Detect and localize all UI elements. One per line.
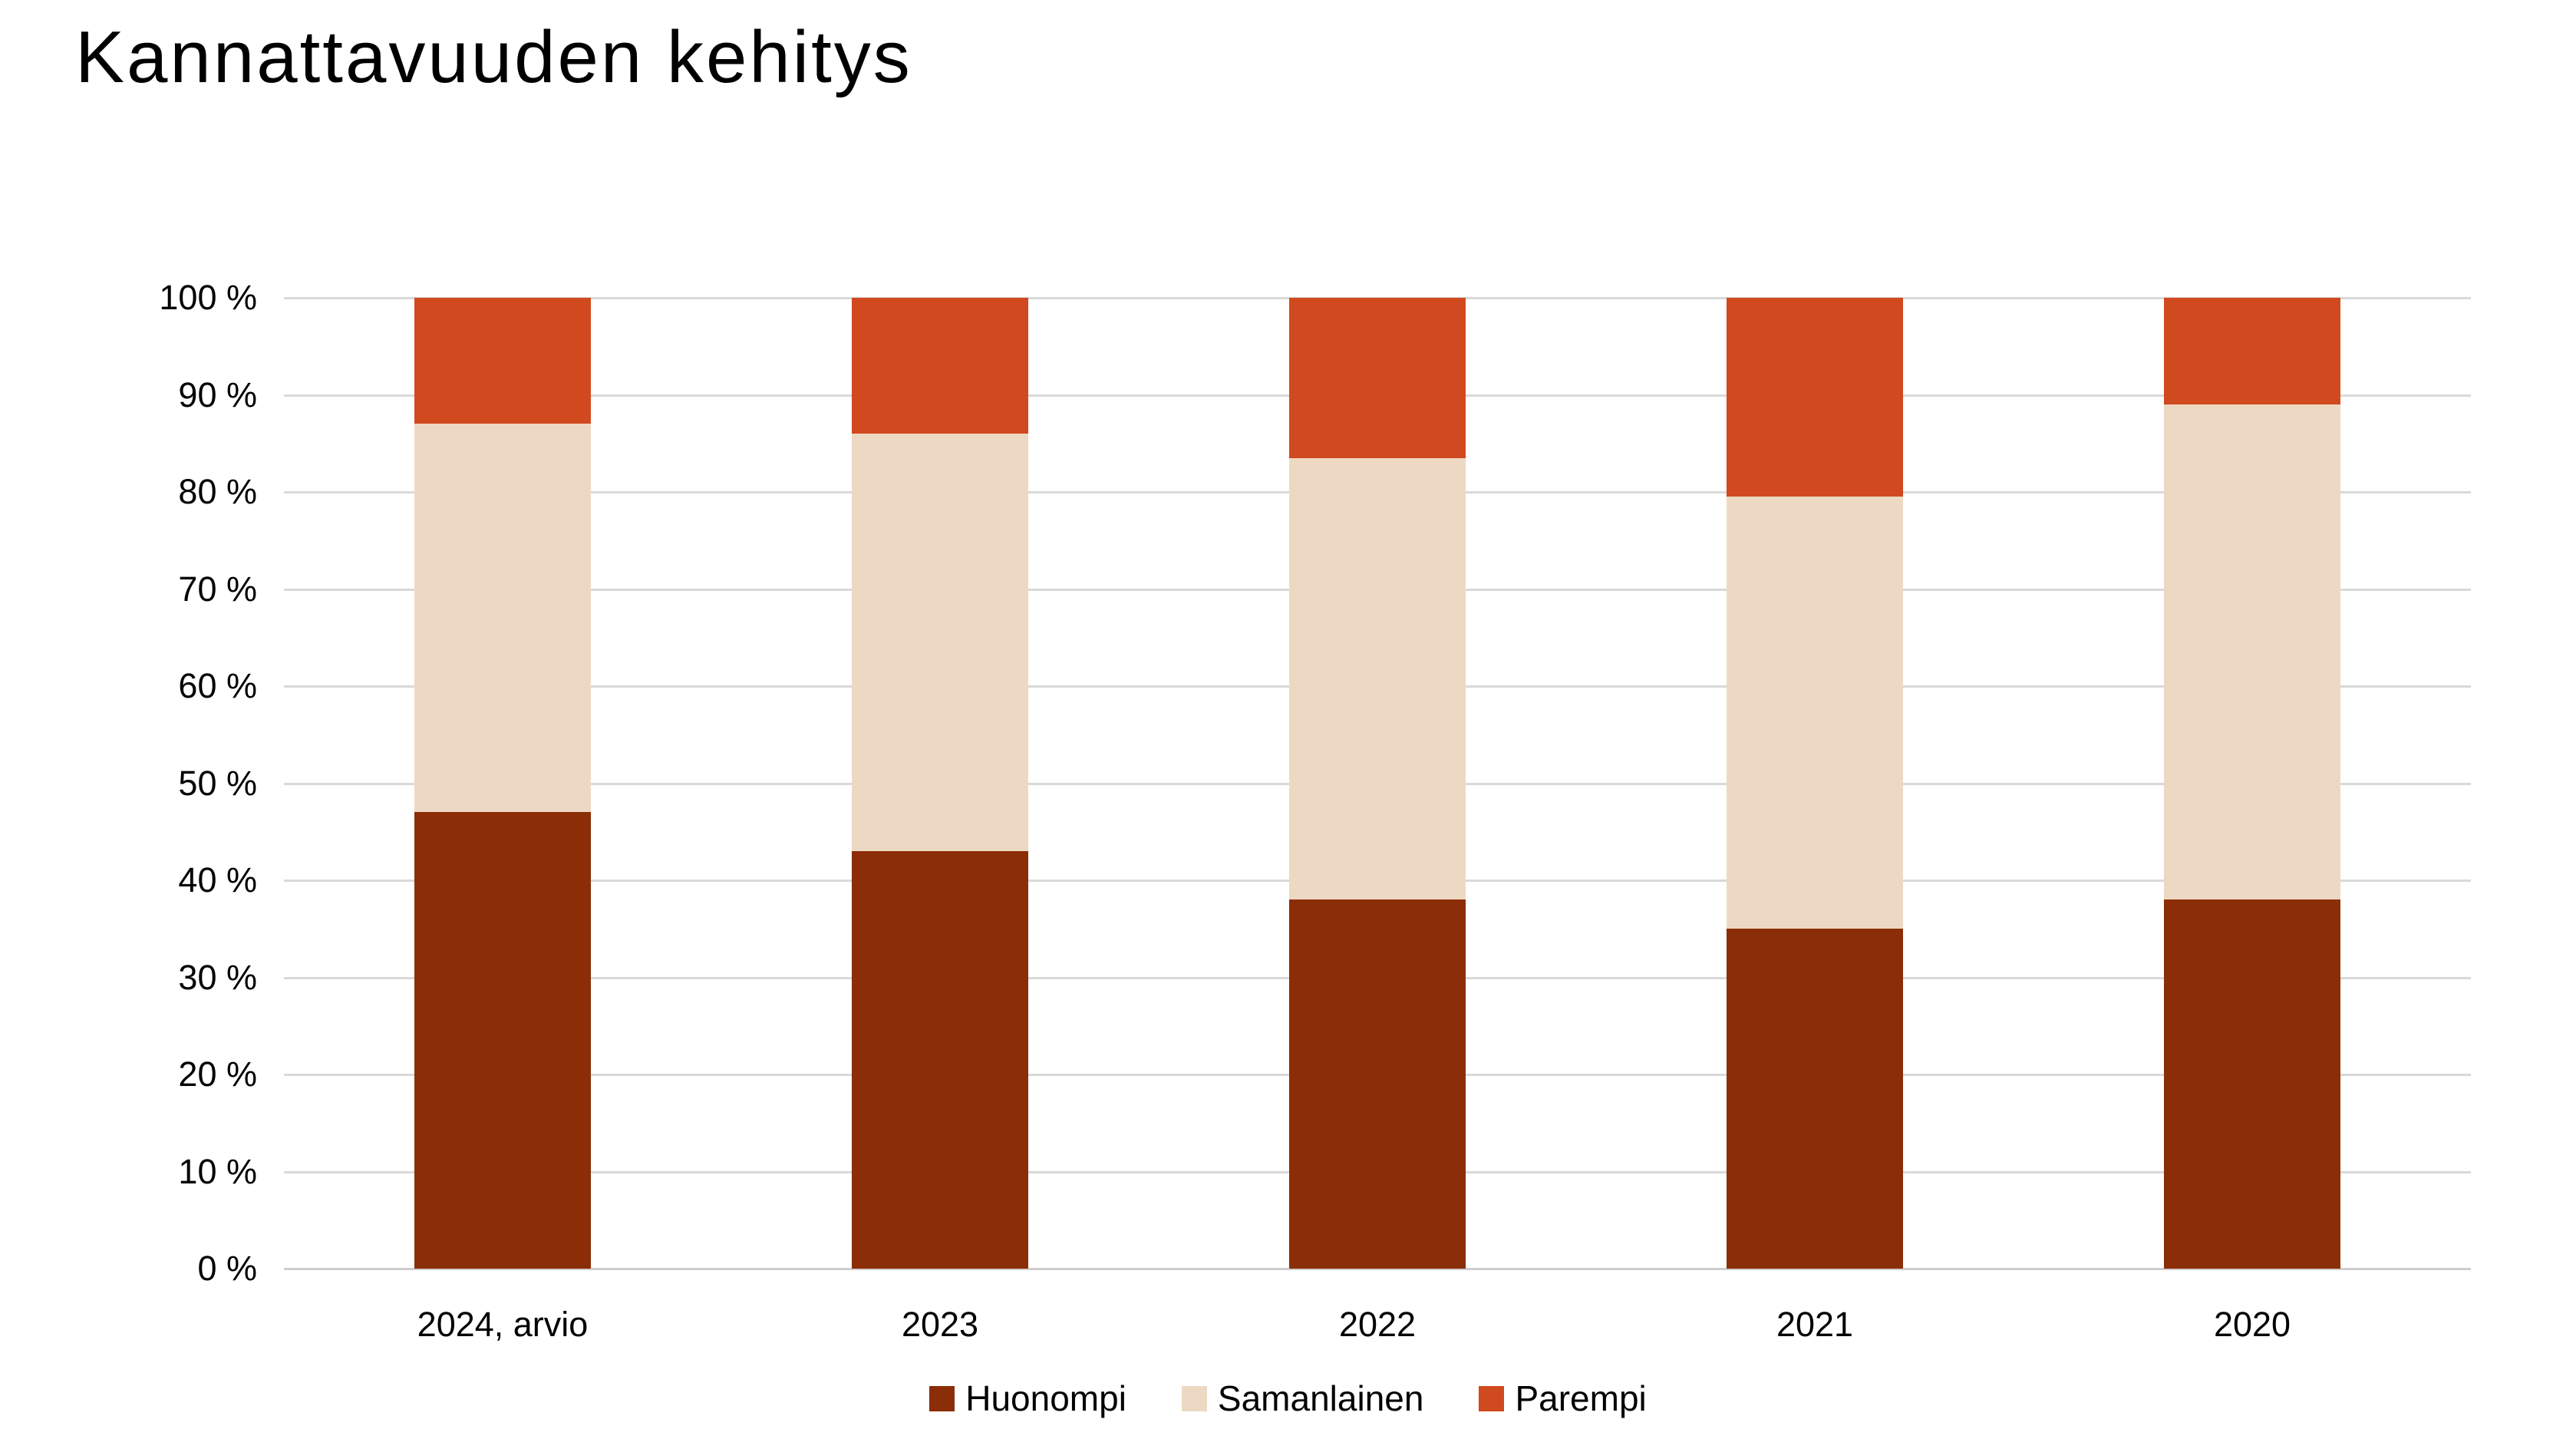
x-axis-label-2023: 2023 (901, 1305, 979, 1344)
stacked-bar-2021 (1727, 298, 1903, 1269)
y-tick-label: 10 % (178, 1151, 257, 1191)
legend: Huonompi Samanlainen Parempi (0, 1378, 2576, 1418)
legend-label: Parempi (1515, 1378, 1647, 1418)
bar-segment-huonompi (2164, 899, 2340, 1269)
bar-slot-2023 (721, 298, 1159, 1269)
x-axis-label-2021: 2021 (1776, 1305, 1854, 1344)
plot-area (284, 297, 2471, 1270)
bar-slot-2022 (1159, 298, 1596, 1269)
stacked-bar-2024-arvio (414, 298, 591, 1269)
legend-item-huonompi: Huonompi (929, 1378, 1126, 1418)
bar-segment-parempi (1727, 298, 1903, 497)
bar-segment-parempi (414, 298, 591, 424)
chart-title: Kannattavuuden kehitys (75, 16, 912, 98)
stacked-bar-2020 (2164, 298, 2340, 1269)
legend-swatch-samanlainen (1181, 1385, 1207, 1411)
y-axis-labels: 100 % 90 % 80 % 70 % 60 % 50 % 40 % 30 % 20 % 10 … (0, 0, 257, 1449)
y-tick-label: 60 % (178, 666, 257, 705)
bar-segment-samanlainen (852, 434, 1028, 852)
bar-segment-parempi (852, 298, 1028, 434)
x-axis-label-2020: 2020 (2213, 1305, 2291, 1344)
bar-segment-huonompi (1289, 899, 1466, 1269)
legend-label: Huonompi (965, 1378, 1126, 1418)
legend-swatch-huonompi (929, 1385, 955, 1411)
bar-slot-2020 (2033, 298, 2471, 1269)
bar-segment-samanlainen (1727, 497, 1903, 929)
y-tick-label: 0 % (197, 1249, 257, 1288)
bar-segment-samanlainen (414, 424, 591, 813)
bar-segment-samanlainen (2164, 404, 2340, 900)
bar-slot-2024-arvio (284, 298, 721, 1269)
y-tick-label: 100 % (159, 278, 257, 317)
y-tick-label: 50 % (178, 763, 257, 803)
legend-item-parempi: Parempi (1479, 1378, 1647, 1418)
x-axis-label-2022: 2022 (1338, 1305, 1417, 1344)
x-axis-labels: 2024, arvio 2023 2022 2021 2020 (284, 1303, 2471, 1357)
y-tick-label: 90 % (178, 375, 257, 414)
y-tick-label: 30 % (178, 957, 257, 997)
legend-swatch-parempi (1479, 1385, 1505, 1411)
bar-segment-parempi (1289, 298, 1466, 458)
y-tick-label: 40 % (178, 860, 257, 899)
y-tick-label: 80 % (178, 472, 257, 511)
bar-segment-huonompi (414, 812, 591, 1269)
legend-item-samanlainen: Samanlainen (1181, 1378, 1424, 1418)
gridline-0% (284, 1268, 2471, 1270)
bar-segment-samanlainen (1289, 457, 1466, 900)
y-tick-label: 70 % (178, 569, 257, 609)
bar-slot-2021 (1596, 298, 2033, 1269)
stacked-bar-2022 (1289, 298, 1466, 1269)
legend-label: Samanlainen (1217, 1378, 1424, 1418)
bar-segment-huonompi (1727, 929, 1903, 1269)
y-tick-label: 20 % (178, 1055, 257, 1094)
x-axis-label-2024-arvio: 2024, arvio (417, 1305, 589, 1344)
bar-segment-parempi (2164, 298, 2340, 405)
stacked-bar-2023 (852, 298, 1028, 1269)
bar-segment-huonompi (852, 851, 1028, 1269)
